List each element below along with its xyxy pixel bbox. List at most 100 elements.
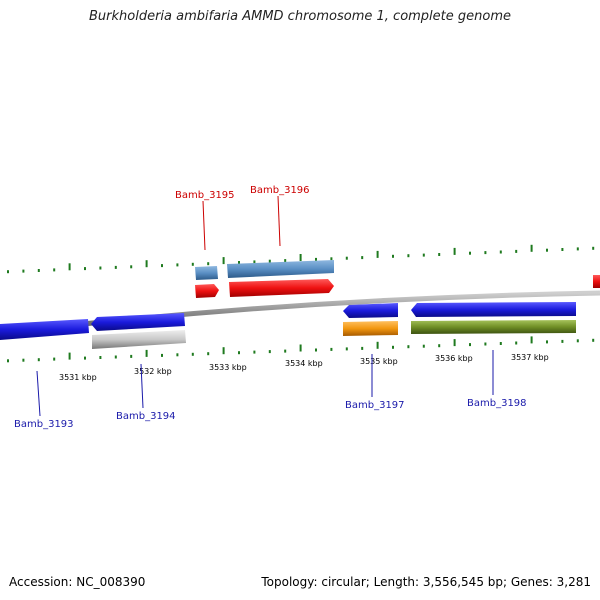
minor-tick — [114, 265, 117, 269]
bamb-3198-cds[interactable] — [411, 320, 576, 334]
minor-tick — [515, 341, 518, 345]
minor-tick — [438, 253, 441, 256]
next-gene-edge[interactable] — [593, 275, 600, 288]
minor-tick — [238, 261, 240, 264]
minor-tick — [407, 345, 410, 349]
gene-label-bamb-3194[interactable]: Bamb_3194 — [116, 411, 176, 422]
gene-label-bamb-3196[interactable]: Bamb_3196 — [250, 185, 310, 196]
major-tick — [376, 341, 379, 349]
minor-tick — [499, 250, 502, 254]
minor-tick — [546, 340, 548, 344]
minor-tick — [330, 347, 333, 351]
reverse-strand-features — [0, 302, 576, 349]
gene-label-bamb-3198[interactable]: Bamb_3198 — [467, 398, 527, 409]
minor-tick — [7, 270, 9, 274]
minor-tick — [130, 354, 133, 358]
leader-bamb-3196 — [277, 195, 281, 247]
topology-text: Topology: circular; Length: 3,556,545 bp… — [261, 575, 591, 589]
axis-label-3534: 3534 kbp — [285, 359, 323, 368]
bamb-3195-cds[interactable] — [195, 266, 218, 280]
minor-tick — [438, 344, 441, 348]
minor-tick — [484, 342, 487, 346]
minor-tick — [84, 267, 86, 271]
minor-tick — [53, 268, 56, 272]
bamb-3196-gene[interactable] — [229, 279, 334, 297]
minor-tick — [37, 269, 40, 272]
minor-tick — [207, 352, 210, 356]
minor-tick — [253, 260, 256, 264]
axis-label-3532: 3532 kbp — [134, 367, 172, 376]
major-tick — [453, 339, 456, 347]
minor-tick — [99, 356, 102, 359]
minor-tick — [315, 348, 317, 352]
minor-tick — [561, 248, 564, 251]
minor-tick — [392, 254, 394, 258]
minor-tick — [284, 259, 287, 263]
minor-tick — [315, 257, 317, 261]
minor-tick — [22, 358, 25, 362]
gene-label-bamb-3195[interactable]: Bamb_3195 — [175, 190, 235, 201]
minor-tick — [161, 353, 163, 357]
leader-bamb-3193 — [36, 370, 41, 417]
minor-tick — [422, 253, 425, 257]
minor-tick — [84, 356, 86, 360]
minor-tick — [99, 266, 102, 270]
forward-strand-ticks — [7, 244, 595, 274]
minor-tick — [515, 249, 518, 253]
minor-tick — [207, 262, 210, 266]
minor-tick — [361, 256, 364, 260]
minor-tick — [176, 263, 179, 267]
bamb-3194-cds[interactable] — [92, 330, 186, 349]
minor-tick — [546, 248, 548, 252]
minor-tick — [499, 342, 502, 345]
axis-label-3533: 3533 kbp — [209, 363, 247, 372]
accession-text: Accession: NC_008390 — [9, 575, 146, 589]
minor-tick — [191, 262, 194, 266]
minor-tick — [361, 346, 364, 350]
minor-tick — [191, 352, 194, 356]
bamb-3196-cds[interactable] — [227, 260, 334, 278]
axis-label-3535: 3535 kbp — [360, 357, 398, 366]
minor-tick — [176, 353, 179, 357]
leader-bamb-3195 — [202, 200, 206, 251]
bamb-3197-gene[interactable] — [343, 303, 398, 318]
major-tick — [530, 336, 533, 344]
major-tick — [68, 352, 71, 360]
minor-tick — [284, 349, 287, 353]
major-tick — [299, 344, 302, 352]
map-title: Burkholderia ambifaria AMMD chromosome 1… — [88, 9, 512, 24]
minor-tick — [592, 338, 595, 342]
minor-tick — [268, 350, 271, 354]
minor-tick — [53, 357, 56, 361]
minor-tick — [469, 343, 471, 347]
major-tick — [222, 257, 225, 265]
axis-label-3537: 3537 kbp — [511, 353, 549, 362]
minor-tick — [469, 251, 471, 255]
minor-tick — [592, 246, 595, 250]
gene-label-bamb-3193[interactable]: Bamb_3193 — [14, 419, 74, 430]
minor-tick — [576, 247, 579, 251]
bamb-3194-gene[interactable] — [91, 313, 185, 331]
major-tick — [145, 349, 148, 357]
major-tick — [453, 247, 456, 255]
reverse-strand-ticks — [7, 336, 595, 363]
minor-tick — [345, 256, 348, 260]
minor-tick — [130, 265, 133, 269]
major-tick — [376, 250, 379, 258]
bamb-3198-gene[interactable] — [411, 302, 576, 317]
minor-tick — [253, 350, 256, 354]
major-tick — [222, 347, 225, 355]
gene-label-bamb-3197[interactable]: Bamb_3197 — [345, 400, 405, 411]
minor-tick — [37, 358, 40, 362]
axis-label-3536: 3536 kbp — [435, 354, 473, 363]
bamb-3197-cds[interactable] — [343, 321, 398, 336]
leader-bamb-3194 — [140, 363, 144, 409]
bamb-3193-gene[interactable] — [0, 319, 89, 340]
bamb-3195-gene[interactable] — [195, 284, 219, 298]
forward-strand-features — [195, 260, 600, 298]
major-tick — [530, 244, 533, 252]
minor-tick — [114, 355, 117, 359]
minor-tick — [268, 259, 271, 263]
major-tick — [145, 260, 148, 268]
